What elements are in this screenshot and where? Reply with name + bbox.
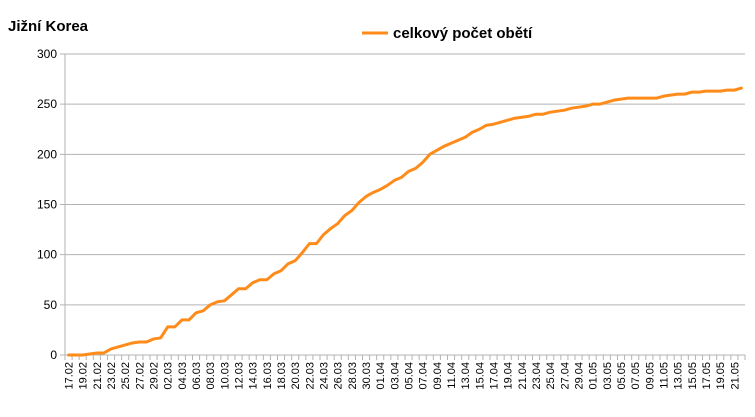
x-tick-label: 25.04 (545, 362, 557, 390)
x-tick-label: 25.02 (120, 362, 132, 390)
x-tick-label: 02.03 (163, 362, 175, 390)
x-tick-label: 15.04 (474, 362, 486, 390)
y-tick-label: 100 (37, 248, 57, 262)
x-tick-label: 10.03 (219, 362, 231, 390)
x-tick-label: 22.03 (304, 362, 316, 390)
x-tick-label: 11.05 (659, 362, 671, 389)
x-tick-label: 17.02 (64, 362, 76, 390)
x-tick-label: 08.03 (205, 362, 217, 390)
x-tick-label: 09.04 (432, 362, 444, 390)
x-tick-label: 19.04 (503, 362, 515, 390)
x-tick-label: 23.02 (106, 362, 118, 390)
y-tick-label: 250 (37, 97, 57, 111)
x-tick-label: 09.05 (644, 362, 656, 390)
x-tick-label: 29.02 (149, 362, 161, 390)
x-tick-label: 19.05 (715, 362, 727, 390)
x-tick-label: 14.03 (248, 362, 260, 390)
legend-label: celkový počet obětí (393, 25, 533, 42)
x-tick-label: 29.04 (574, 362, 586, 390)
x-tick-label: 26.03 (333, 362, 345, 390)
x-tick-label: 17.04 (489, 362, 501, 390)
x-tick-label: 04.03 (177, 362, 189, 390)
x-tick-label: 20.03 (290, 362, 302, 390)
x-tick-label: 23.04 (531, 362, 543, 390)
x-tick-label: 07.05 (630, 362, 642, 390)
x-tick-label: 06.03 (191, 362, 203, 390)
x-tick-label: 21.05 (729, 362, 741, 390)
x-tick-label: 27.04 (559, 362, 571, 390)
y-tick-label: 50 (44, 298, 58, 312)
x-tick-label: 16.03 (262, 362, 274, 390)
y-tick-label: 150 (37, 198, 57, 212)
x-tick-label: 01.05 (588, 362, 600, 390)
y-axis: 0 50 100 150 200 250 300 (37, 47, 57, 362)
x-tick-label: 21.04 (517, 362, 529, 390)
x-tick-label: 30.03 (361, 362, 373, 390)
x-tick-label: 15.05 (687, 362, 699, 390)
x-tick-label: 07.04 (418, 362, 430, 390)
grid (60, 53, 745, 360)
chart-title: Jižní Korea (8, 18, 89, 35)
x-tick-label: 28.03 (347, 362, 359, 390)
x-tick-label: 18.03 (276, 362, 288, 390)
x-tick-label: 17.05 (701, 362, 713, 390)
x-tick-label: 19.02 (78, 362, 90, 390)
y-tick-label: 0 (50, 348, 57, 362)
legend: celkový počet obětí (362, 25, 533, 42)
x-tick-label: 13.04 (460, 362, 472, 390)
series-line (67, 86, 743, 357)
x-tick-label: 24.03 (319, 362, 331, 390)
y-tick-label: 200 (37, 147, 57, 161)
x-tick-label: 12.03 (234, 362, 246, 390)
x-axis: 17.02 19.02 21.02 23.02 25.02 27.02 29.02 02.03… (64, 355, 746, 390)
x-tick-label: 27.02 (134, 362, 146, 390)
x-tick-label: 01.04 (375, 362, 387, 390)
x-tick-label: 11.04 (446, 362, 458, 389)
x-tick-label: 21.02 (92, 362, 104, 390)
x-tick-label: 03.05 (602, 362, 614, 390)
x-tick-label: 13.05 (673, 362, 685, 390)
x-tick-label: 05.05 (616, 362, 628, 390)
y-tick-label: 300 (37, 47, 57, 61)
x-tick-label: 05.04 (404, 362, 416, 390)
x-tick-label: 03.04 (389, 362, 401, 390)
series (67, 86, 743, 357)
